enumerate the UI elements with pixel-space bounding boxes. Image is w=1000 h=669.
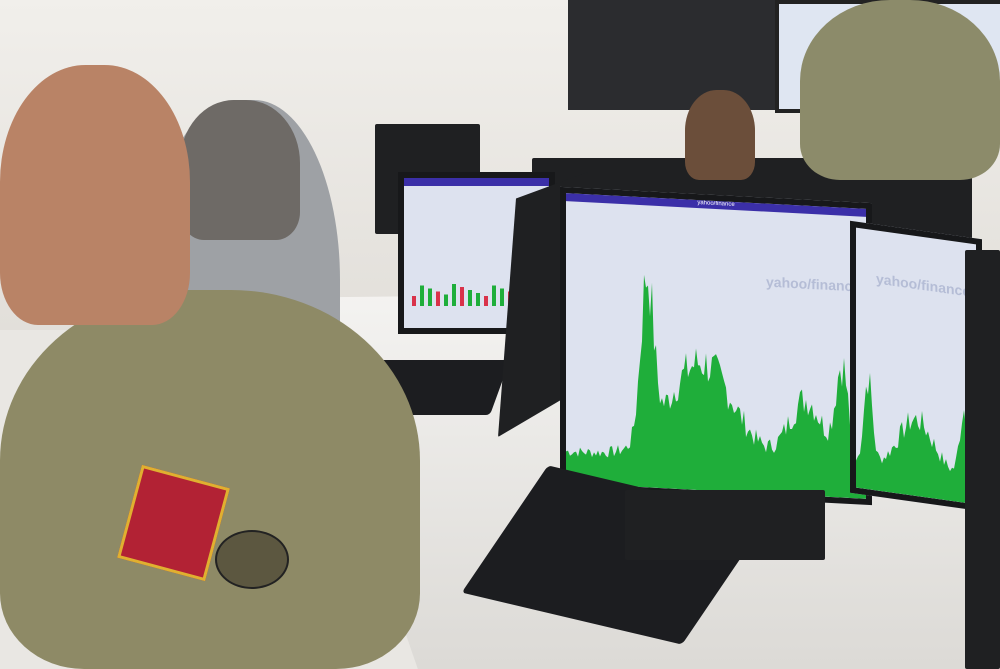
unit-patch xyxy=(215,530,289,589)
browser-bar xyxy=(404,178,549,186)
bar xyxy=(468,290,472,306)
wall-tv xyxy=(568,0,778,110)
bar xyxy=(428,288,432,306)
monitor-main: yahoo/finance yahoo/finance xyxy=(560,186,872,506)
person-background xyxy=(685,90,755,180)
bar xyxy=(476,293,480,306)
bar xyxy=(436,291,440,306)
monitor-right: yahoo/finance xyxy=(850,220,982,512)
area-series xyxy=(566,274,866,499)
volume-area-chart-right xyxy=(856,372,976,505)
woman-head xyxy=(180,100,300,240)
soldier-head xyxy=(0,65,190,325)
soldier-seated xyxy=(0,290,420,669)
bar xyxy=(420,285,424,306)
soldier-standing xyxy=(800,0,1000,180)
bar xyxy=(492,285,496,306)
monitor-stand xyxy=(625,490,825,560)
area-series xyxy=(856,372,976,505)
bar xyxy=(452,284,456,306)
volume-area-chart xyxy=(566,274,866,499)
monitor-edge xyxy=(965,250,1000,669)
bar xyxy=(444,294,448,306)
bar xyxy=(412,296,416,306)
bar xyxy=(484,296,488,306)
bar xyxy=(460,287,464,306)
bar xyxy=(500,288,504,306)
